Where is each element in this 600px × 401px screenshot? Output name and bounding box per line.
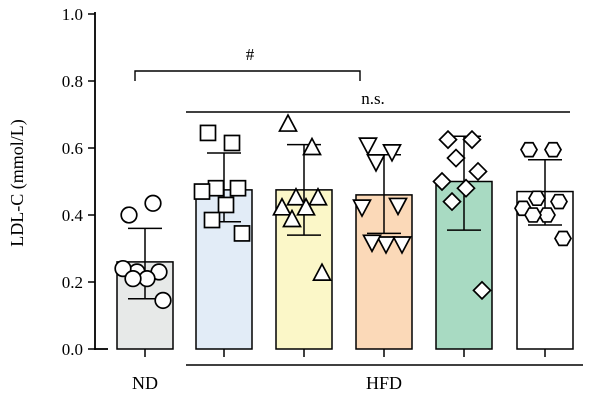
y-tick-label-4: 0.8 [62, 72, 83, 91]
data-point-1-7 [124, 270, 142, 288]
data-point-3-3 [286, 186, 306, 206]
data-point-4-4 [388, 197, 408, 217]
data-point-3-6 [296, 196, 316, 216]
y-tick-label-2: 0.4 [62, 206, 84, 225]
hash-annotation: # [246, 45, 255, 64]
data-point-6-4 [550, 193, 568, 210]
data-point-1-8 [154, 291, 172, 310]
ns-annotation: n.s. [361, 89, 385, 108]
data-point-2-1 [199, 124, 217, 142]
data-point-4-3 [366, 154, 386, 173]
y-tick-label-5: 1.0 [62, 5, 83, 24]
data-point-4-5 [352, 199, 372, 218]
data-point-1-2 [144, 194, 162, 212]
y-tick-label-3: 0.6 [62, 139, 83, 158]
bar-4 [355, 194, 413, 350]
data-point-1-1 [120, 206, 138, 224]
data-point-5-5 [432, 171, 452, 192]
y-tick-label-1: 0.2 [62, 273, 83, 292]
data-point-2-6 [217, 196, 235, 214]
data-point-3-8 [312, 262, 332, 281]
group-label-nd: ND [132, 373, 158, 393]
data-point-3-4 [308, 186, 328, 206]
data-point-3-5 [272, 196, 292, 216]
data-point-6-2 [544, 141, 562, 158]
data-point-5-3 [446, 148, 466, 168]
data-point-3-7 [282, 208, 302, 228]
data-point-1-5 [114, 259, 132, 278]
data-point-5-2 [462, 129, 482, 150]
data-point-5-8 [472, 280, 492, 301]
data-point-5-4 [468, 161, 488, 182]
data-point-6-3 [528, 190, 546, 207]
data-point-5-6 [456, 178, 476, 198]
data-point-3-1 [278, 113, 298, 132]
data-point-5-7 [442, 191, 462, 212]
data-point-4-1 [358, 137, 378, 156]
data-point-2-8 [233, 225, 251, 242]
data-point-6-8 [554, 230, 572, 247]
data-point-2-7 [203, 211, 221, 229]
data-point-6-1 [520, 141, 538, 158]
y-tick-label-0: 0.0 [62, 340, 83, 359]
data-point-6-7 [524, 207, 542, 223]
data-point-4-2 [382, 144, 402, 163]
data-point-2-3 [207, 179, 225, 197]
group-label-hfd: HFD [366, 373, 402, 393]
data-point-5-1 [438, 129, 458, 150]
data-point-2-4 [229, 179, 247, 197]
data-point-4-6 [376, 236, 396, 255]
data-point-2-2 [223, 134, 241, 152]
data-point-3-2 [302, 136, 322, 156]
y-axis-title: LDL-C (mmol/L) [7, 119, 28, 246]
hash-bracket [134, 70, 361, 81]
data-point-4-8 [392, 236, 412, 255]
data-point-2-5 [193, 183, 211, 200]
data-point-4-7 [362, 234, 382, 254]
